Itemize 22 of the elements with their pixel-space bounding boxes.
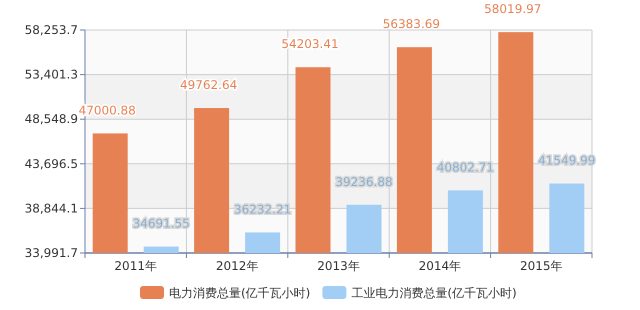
y-tick-label: 53,401.3 [24,68,78,82]
data-label: 39236.88 [335,174,393,189]
data-label: 58019.97 [484,2,542,16]
y-tick-label: 38,844.1 [24,201,78,216]
y-tick-label: 43,696.5 [24,156,78,171]
data-label: 56383.69 [382,17,440,32]
x-tick-label: 2011年 [114,259,157,273]
x-tick-label: 2013年 [317,259,360,273]
y-tick-label: 33,991.7 [24,246,78,260]
data-label: 36232.21 [234,202,292,216]
y-tick-label: 58,253.7 [24,23,78,37]
data-label: 49762.64 [180,78,238,92]
legend-label: 工业电力消费总量(亿千瓦小时) [351,286,517,300]
x-tick-label: 2015年 [520,259,563,273]
data-label: 41549.99 [538,154,596,168]
legend-label: 电力消费总量(亿千瓦小时) [169,286,310,300]
data-label: 34691.55 [132,216,190,231]
x-tick-label: 2014年 [418,259,462,273]
data-label: 54203.41 [281,37,339,52]
x-tick-label: 2012年 [216,259,258,273]
y-tick-label: 48,548.9 [24,112,78,126]
data-label: 40802.71 [436,160,494,174]
